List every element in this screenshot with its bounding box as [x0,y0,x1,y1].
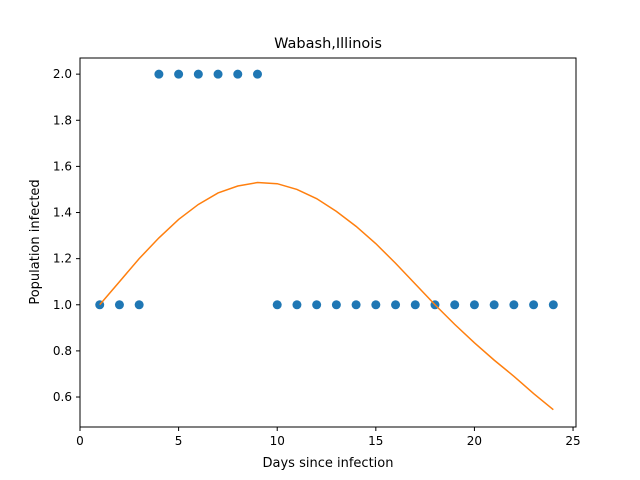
scatter-point [114,300,124,310]
x-tick-label: 15 [368,434,383,448]
scatter-point [450,300,460,310]
scatter-point [529,300,539,310]
scatter-point [213,69,223,79]
scatter-point [292,300,302,310]
y-tick-label: 1.4 [53,206,72,220]
scatter-point [134,300,144,310]
scatter-point [548,300,558,310]
y-tick-label: 2.0 [53,67,72,81]
y-tick-label: 1.0 [53,298,72,312]
x-axis-label: Days since infection [263,456,394,471]
scatter-point [174,69,184,79]
chart-title: Wabash,Illinois [274,36,382,52]
scatter-point [391,300,401,310]
y-tick-label: 1.2 [53,252,72,266]
y-tick-label: 1.6 [53,159,72,173]
y-tick-label: 1.8 [53,113,72,127]
scatter-point [233,69,243,79]
scatter-point [469,300,479,310]
scatter-point [312,300,322,310]
x-tick-label: 0 [76,434,84,448]
y-tick-label: 0.8 [53,344,72,358]
scatter-point [509,300,519,310]
y-axis-label: Population infected [28,179,43,304]
scatter-point [193,69,203,79]
x-tick-label: 5 [175,434,183,448]
x-tick-label: 20 [467,434,482,448]
fit-line [99,181,554,411]
scatter-point [252,69,262,79]
scatter-point [351,300,361,310]
scatter-point [154,69,164,79]
x-tick-label: 25 [565,434,580,448]
axes-frame [79,57,577,428]
scatter-point [410,300,420,310]
x-tick-label: 10 [270,434,285,448]
scatter-point [272,300,282,310]
scatter-point [331,300,341,310]
scatter-point [489,300,499,310]
y-tick-label: 0.6 [53,390,72,404]
plot-area [95,69,558,411]
scatter-point [371,300,381,310]
